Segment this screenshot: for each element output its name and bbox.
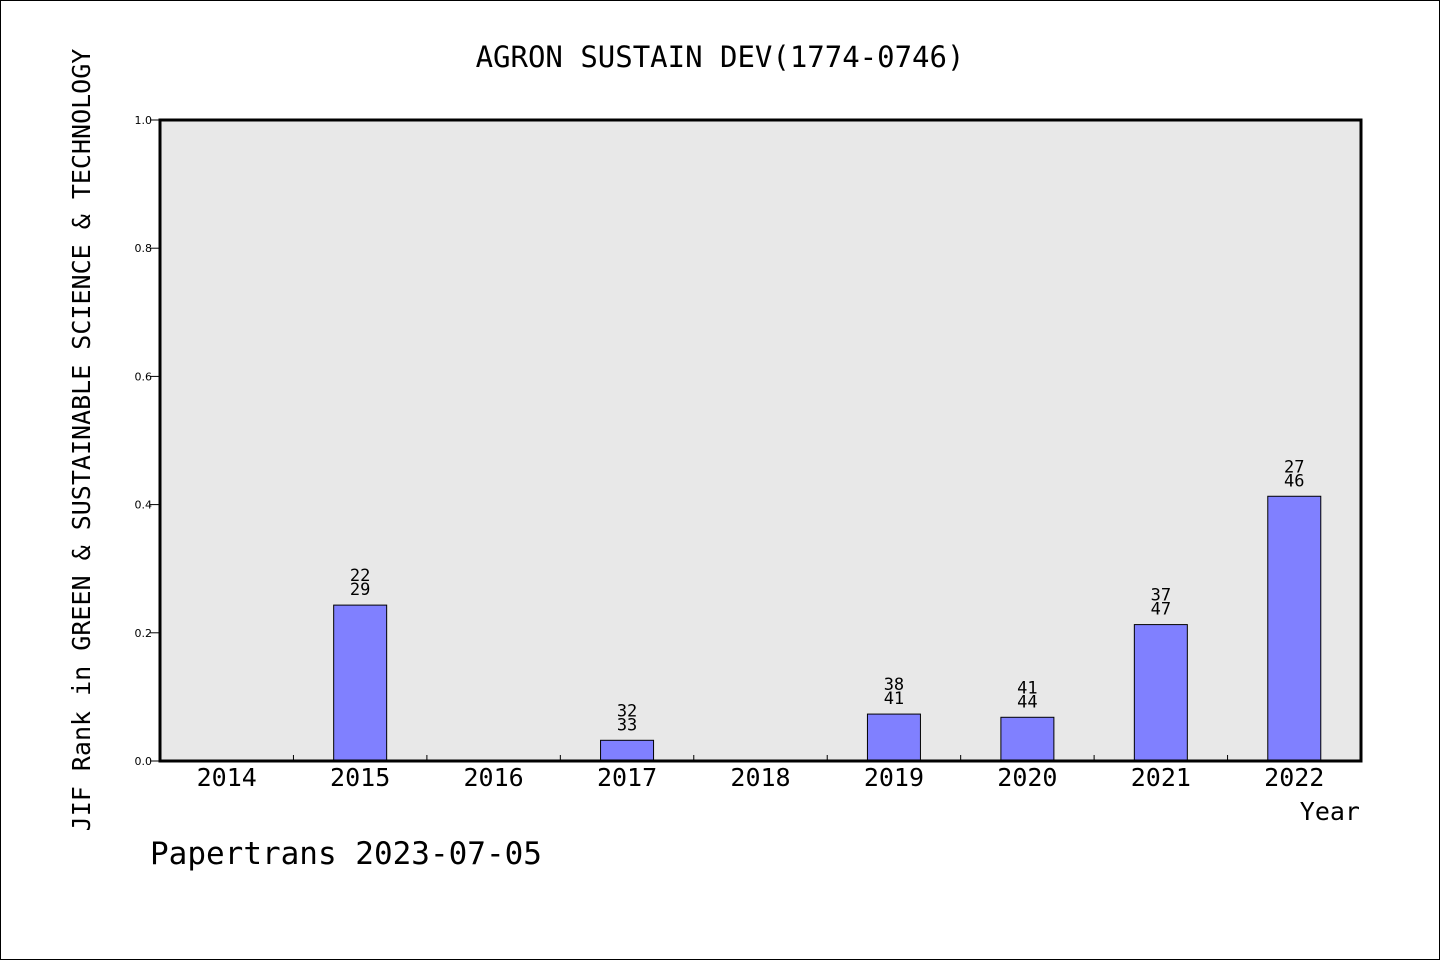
x-tick-label: 2020 [997,763,1057,792]
x-tick-label: 2019 [864,763,924,792]
bars-group [333,495,1322,762]
bar-total-label: 29 [350,580,370,600]
bar-2020 [1000,716,1055,762]
bar-2019 [866,713,921,762]
bar-2021 [1133,624,1188,762]
plot-border [158,118,1363,763]
y-tick-label: 0.2 [135,627,153,640]
y-tick-label: 0.6 [135,370,153,383]
bar-2015 [333,604,388,762]
y-tick-label: 0.8 [135,242,153,255]
x-tick-label: 2018 [730,763,790,792]
bar-2022 [1267,495,1322,762]
x-ticks-group: 2014 2015 2016 2017 2018 2019 2020 2021 2022 [197,755,1324,792]
y-ticks-group: 0.0 0.2 0.4 0.6 0.8 1.0 [135,114,160,768]
y-tick-label: 1.0 [135,114,153,127]
chart-title: AGRON SUSTAIN DEV(1774-0746) [476,40,965,74]
x-tick-label: 2016 [464,763,524,792]
y-axis-label: JIF Rank in GREEN & SUSTAINABLE SCIENCE … [67,49,96,832]
x-tick-label: 2017 [597,763,657,792]
x-tick-label: 2015 [330,763,390,792]
bar-total-label: 44 [1017,692,1037,712]
y-tick-label: 0.0 [135,755,153,768]
bar-rank-label: 27 [1284,457,1304,477]
bar-total-label: 41 [884,689,904,709]
bar-rank-label: 37 [1151,586,1171,606]
bar-rank-label: 41 [1017,678,1037,698]
x-tick-label: 2022 [1264,763,1324,792]
bar-rank-label: 38 [884,675,904,695]
x-axis-label: Year [1300,797,1360,826]
bar-total-label: 47 [1151,600,1171,620]
bar-total-label: 33 [617,715,637,735]
bar-2017 [600,739,655,762]
x-tick-label: 2021 [1131,763,1191,792]
y-tick-label: 0.4 [135,499,153,512]
x-tick-label: 2014 [197,763,257,792]
bar-total-label: 46 [1284,471,1304,491]
bar-rank-label: 32 [617,701,637,721]
footer-credit: Papertrans 2023-07-05 [150,836,542,872]
bar-rank-label: 22 [350,566,370,586]
